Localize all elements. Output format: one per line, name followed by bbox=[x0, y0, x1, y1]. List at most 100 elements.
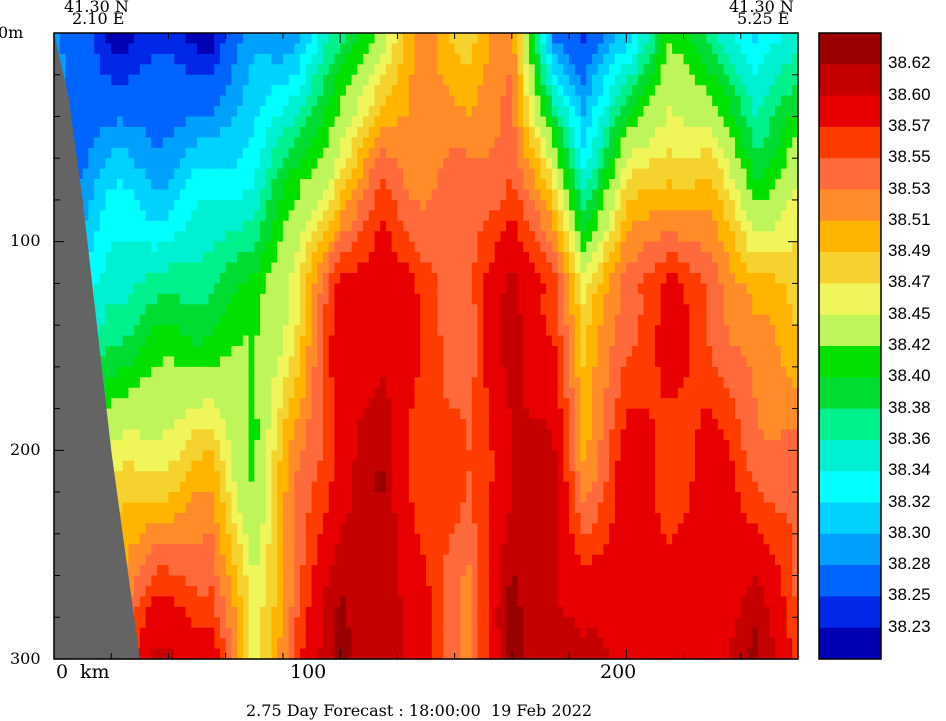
heatmap-cell bbox=[231, 565, 238, 577]
heatmap-cell bbox=[454, 74, 461, 86]
heatmap-cell bbox=[116, 419, 124, 431]
heatmap-cell bbox=[437, 398, 444, 410]
heatmap-cell bbox=[517, 471, 524, 483]
heatmap-cell bbox=[300, 429, 307, 441]
heatmap-cell bbox=[271, 596, 278, 608]
heatmap-cell bbox=[334, 74, 341, 86]
heatmap-cell bbox=[471, 596, 479, 608]
heatmap-cell bbox=[197, 43, 204, 55]
heatmap-cell bbox=[517, 179, 524, 191]
heatmap-cell bbox=[174, 95, 181, 107]
heatmap-cell bbox=[385, 377, 393, 389]
heatmap-cell bbox=[374, 481, 381, 493]
heatmap-cell bbox=[506, 241, 513, 253]
heatmap-cell bbox=[288, 304, 295, 316]
heatmap-cell bbox=[345, 585, 353, 597]
heatmap-cell bbox=[385, 137, 393, 149]
heatmap-cell bbox=[494, 252, 501, 264]
heatmap-cell bbox=[431, 377, 439, 389]
heatmap-cell bbox=[483, 450, 490, 462]
heatmap-cell bbox=[311, 408, 318, 420]
heatmap-cell bbox=[88, 126, 95, 138]
heatmap-cell bbox=[322, 387, 330, 399]
heatmap-cell bbox=[237, 429, 244, 441]
heatmap-cell bbox=[357, 43, 364, 55]
heatmap-cell bbox=[105, 314, 112, 326]
heatmap-cell bbox=[260, 252, 267, 264]
heatmap-cell bbox=[185, 262, 192, 274]
heatmap-cell bbox=[179, 606, 187, 618]
heatmap-cell bbox=[122, 85, 129, 97]
heatmap-cell bbox=[139, 387, 147, 399]
heatmap-cell bbox=[351, 627, 358, 639]
heatmap-cell bbox=[248, 241, 255, 253]
heatmap-cell bbox=[71, 106, 78, 118]
heatmap-cell bbox=[197, 126, 204, 138]
heatmap-cell bbox=[483, 252, 490, 264]
heatmap-cell bbox=[179, 366, 187, 378]
heatmap-cell bbox=[300, 293, 307, 305]
heatmap-cell bbox=[403, 53, 410, 65]
heatmap-cell bbox=[431, 252, 439, 264]
heatmap-cell bbox=[363, 439, 370, 451]
heatmap-cell bbox=[500, 554, 507, 566]
heatmap-cell bbox=[374, 158, 381, 170]
heatmap-cell bbox=[248, 627, 255, 639]
heatmap-cell bbox=[443, 502, 450, 514]
heatmap-cell bbox=[443, 147, 450, 159]
heatmap-cell bbox=[76, 85, 84, 97]
heatmap-cell bbox=[408, 429, 416, 441]
heatmap-cell bbox=[448, 252, 456, 264]
heatmap-cell bbox=[242, 638, 250, 650]
heatmap-cell bbox=[265, 314, 273, 326]
heatmap-cell bbox=[111, 179, 118, 191]
heatmap-cell bbox=[322, 512, 330, 524]
heatmap-cell bbox=[277, 137, 284, 149]
heatmap-cell bbox=[437, 606, 444, 618]
heatmap-cell bbox=[191, 638, 198, 650]
heatmap-cell bbox=[305, 126, 313, 138]
heatmap-cell bbox=[506, 638, 513, 650]
heatmap-cell bbox=[517, 168, 524, 180]
heatmap-cell bbox=[466, 471, 473, 483]
heatmap-cell bbox=[151, 585, 158, 597]
heatmap-cell bbox=[380, 492, 387, 504]
heatmap-cell bbox=[197, 335, 204, 347]
heatmap-cell bbox=[420, 450, 427, 462]
heatmap-cell bbox=[231, 554, 238, 566]
heatmap-cell bbox=[437, 283, 444, 295]
heatmap-cell bbox=[460, 199, 467, 211]
heatmap-cell bbox=[517, 638, 524, 650]
heatmap-cell bbox=[185, 575, 192, 587]
heatmap-cell bbox=[157, 241, 164, 253]
heatmap-cell bbox=[408, 74, 416, 86]
heatmap-cell bbox=[385, 481, 393, 493]
heatmap-cell bbox=[168, 596, 175, 608]
heatmap-cell bbox=[414, 33, 421, 45]
heatmap-cell bbox=[494, 85, 501, 97]
heatmap-cell bbox=[431, 429, 439, 441]
heatmap-cell bbox=[139, 606, 147, 618]
heatmap-cell bbox=[483, 33, 490, 45]
heatmap-cell bbox=[157, 179, 164, 191]
heatmap-cell bbox=[157, 419, 164, 431]
heatmap-cell bbox=[500, 606, 507, 618]
heatmap-cell bbox=[145, 554, 152, 566]
heatmap-cell bbox=[380, 585, 387, 597]
heatmap-cell bbox=[317, 64, 324, 76]
heatmap-cell bbox=[317, 241, 324, 253]
heatmap-cell bbox=[368, 220, 376, 232]
heatmap-cell bbox=[368, 293, 376, 305]
heatmap-cell bbox=[94, 179, 101, 191]
heatmap-cell bbox=[380, 638, 387, 650]
heatmap-cell bbox=[88, 199, 95, 211]
heatmap-cell bbox=[385, 575, 393, 587]
heatmap-cell bbox=[471, 335, 479, 347]
heatmap-cell bbox=[214, 596, 221, 608]
heatmap-cell bbox=[420, 575, 427, 587]
heatmap-cell bbox=[185, 439, 192, 451]
heatmap-cell bbox=[351, 481, 358, 493]
heatmap-cell bbox=[420, 53, 427, 65]
heatmap-cell bbox=[174, 74, 181, 86]
heatmap-cell bbox=[145, 137, 152, 149]
